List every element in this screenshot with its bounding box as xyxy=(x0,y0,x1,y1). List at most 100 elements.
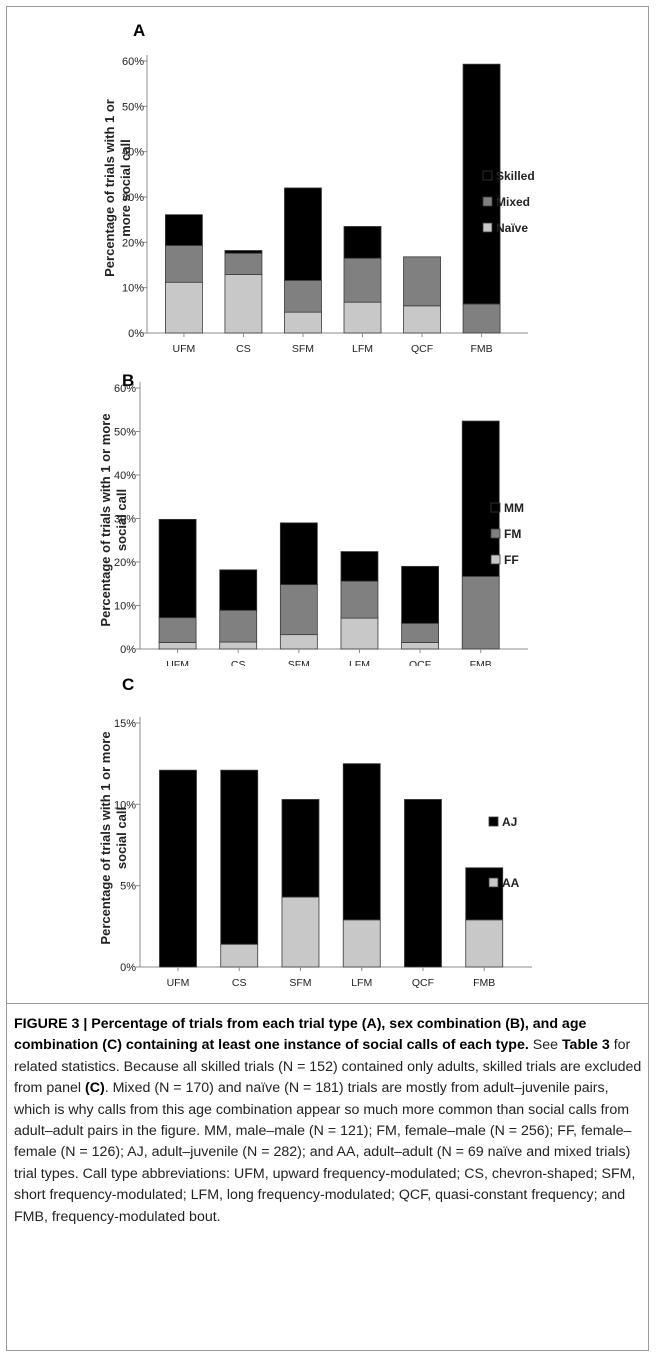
bar-a-cs-nave xyxy=(224,274,263,334)
chart-a-svg: A 0% 10% 20% 30% 40% 50% 60% Percentage of trial… xyxy=(102,21,535,355)
ytick-label-a-1: 10% xyxy=(122,283,144,295)
xtick-label-b-2: SFM xyxy=(288,659,310,666)
ytick-label-a-6: 60% xyxy=(122,56,144,68)
bar-b-qcf-mm xyxy=(401,565,439,624)
xtick-label-a-1: CS xyxy=(236,343,251,355)
y-axis-label-a-1: more social call xyxy=(118,139,133,237)
xtick-label-b-4: QCF xyxy=(409,659,431,666)
legend-swatch-a-1 xyxy=(482,196,493,207)
chart-panel-b: B 0% 10% 20% 30% 40% 50% 60% Percentage of trial… xyxy=(6,362,649,666)
figure-caption: FIGURE 3 | Percentage of trials from eac… xyxy=(14,1014,646,1228)
bar-c-cs-aa xyxy=(220,943,259,968)
xtick-label-a-4: QCF xyxy=(411,343,433,355)
legend-swatch-b-2 xyxy=(490,554,501,565)
bar-b-ufm-fm xyxy=(158,617,197,643)
ytick-label-c-3: 15% xyxy=(114,718,136,730)
xtick-label-a-5: FMB xyxy=(470,343,492,355)
ytick-label-b-1: 10% xyxy=(114,601,136,613)
bar-c-ufm-aj xyxy=(159,769,197,968)
panel-label-b: B xyxy=(122,371,134,390)
y-axis-label-b-0: Percentage of trials with 1 or more xyxy=(98,413,113,626)
bar-b-cs-mm xyxy=(219,569,258,611)
legend-label-c-1: AA xyxy=(502,876,520,890)
chart-b-svg: B 0% 10% 20% 30% 40% 50% 60% Percentage of trial… xyxy=(98,371,528,666)
ytick-label-a-0: 0% xyxy=(128,328,144,340)
bar-b-fmb-mm xyxy=(461,420,500,577)
bar-b-lfm-fm xyxy=(340,580,379,619)
legend-label-c-0: AJ xyxy=(502,815,517,829)
y-axis-label-c-0: Percentage of trials with 1 or more xyxy=(98,731,113,944)
caption-text-2: for related statistics. Because all skil… xyxy=(14,1037,642,1097)
bar-a-qcf-mixed xyxy=(403,256,441,307)
bar-a-fmb-mixed xyxy=(462,303,501,334)
bar-b-lfm-mm xyxy=(340,551,379,582)
chart-c-svg: C 0% 5% 10% 15%Percentage of trials with 1 o… xyxy=(98,675,532,989)
legend-swatch-c-1 xyxy=(488,877,499,888)
bar-a-sfm-skilled xyxy=(284,187,322,281)
legend-label-b-1: FM xyxy=(504,527,521,541)
xtick-label-c-5: FMB xyxy=(473,977,495,989)
ytick-label-b-5: 50% xyxy=(114,427,136,439)
bar-c-fmb-aj xyxy=(465,867,504,921)
legend-label-a-0: Skilled xyxy=(496,169,535,183)
figure-frame xyxy=(6,6,649,1351)
bar-a-fmb-skilled xyxy=(462,63,501,305)
bar-a-sfm-nave xyxy=(284,311,322,334)
caption-panel-ref: (C) xyxy=(84,1080,105,1097)
bar-b-sfm-mm xyxy=(279,522,318,586)
legend-label-a-1: Mixed xyxy=(496,195,530,209)
legend-swatch-b-0 xyxy=(490,502,501,513)
bar-a-lfm-skilled xyxy=(343,226,382,259)
bar-a-qcf-nave xyxy=(403,305,441,334)
caption-text-1: See xyxy=(528,1037,562,1054)
ytick-label-b-4: 40% xyxy=(114,470,136,482)
xtick-label-a-0: UFM xyxy=(173,343,196,355)
bar-a-ufm-mixed xyxy=(165,245,203,283)
bar-a-sfm-mixed xyxy=(284,280,322,313)
y-axis-label-c-1: social call xyxy=(114,807,129,869)
ytick-label-a-2: 20% xyxy=(122,237,144,249)
bar-b-ufm-ff xyxy=(158,642,197,650)
xtick-label-c-1: CS xyxy=(232,977,247,989)
ytick-label-c-2: 10% xyxy=(114,799,136,811)
xtick-label-a-3: LFM xyxy=(352,343,373,355)
chart-panel-a: A 0% 10% 20% 30% 40% 50% 60% Percentage of trial… xyxy=(6,10,649,362)
bar-b-ufm-mm xyxy=(158,518,197,619)
xtick-label-b-1: CS xyxy=(231,659,246,666)
bar-c-sfm-aa xyxy=(281,896,320,968)
caption-title: FIGURE 3 | Percentage of trials from eac… xyxy=(14,1016,587,1054)
caption-text-3: . Mixed (N = 170) and naïve (N = 181) tr… xyxy=(14,1080,636,1225)
xtick-label-b-5: FMB xyxy=(470,659,492,666)
xtick-label-c-2: SFM xyxy=(289,977,311,989)
xtick-label-c-0: UFM xyxy=(167,977,190,989)
bar-a-lfm-nave xyxy=(343,301,382,334)
bar-b-sfm-ff xyxy=(279,634,318,650)
bar-c-cs-aj xyxy=(220,769,259,945)
caption-divider xyxy=(6,1003,649,1004)
bar-c-lfm-aa xyxy=(342,919,381,968)
bar-a-cs-mixed xyxy=(224,252,263,275)
bar-c-fmb-aa xyxy=(465,919,504,968)
bar-b-qcf-ff xyxy=(401,642,439,650)
y-axis-label-a-0: Percentage of trials with 1 or xyxy=(102,99,117,277)
bar-c-qcf-aj xyxy=(404,799,442,968)
bar-b-qcf-fm xyxy=(401,622,439,643)
xtick-label-b-0: UFM xyxy=(166,659,189,666)
bar-a-lfm-mixed xyxy=(343,257,382,303)
bar-b-fmb-fm xyxy=(461,575,500,650)
legend-swatch-a-0 xyxy=(482,170,493,181)
ytick-label-c-0: 0% xyxy=(120,962,136,974)
ytick-label-b-0: 0% xyxy=(120,644,136,656)
chart-panel-c: C 0% 5% 10% 15% Percentage of trials with 1 o… xyxy=(6,666,649,996)
legend-label-b-2: FF xyxy=(504,553,519,567)
bar-b-sfm-fm xyxy=(279,584,318,636)
bar-a-ufm-skilled xyxy=(165,214,203,246)
ytick-label-a-4: 40% xyxy=(122,147,144,159)
panel-label-c: C xyxy=(122,675,134,694)
legend-swatch-b-1 xyxy=(490,528,501,539)
ytick-label-c-1: 5% xyxy=(120,881,136,893)
xtick-label-b-3: LFM xyxy=(349,659,370,666)
bar-a-ufm-nave xyxy=(165,281,203,334)
bar-a-cs-skilled xyxy=(224,250,263,254)
caption-table-ref: Table 3 xyxy=(561,1037,610,1054)
